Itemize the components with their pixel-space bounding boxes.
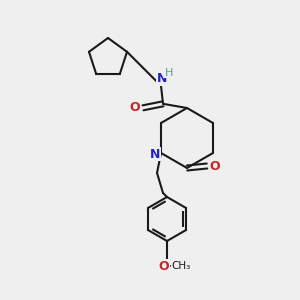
Text: N: N xyxy=(150,148,160,160)
Text: CH₃: CH₃ xyxy=(171,261,190,271)
Text: O: O xyxy=(159,260,169,272)
Text: O: O xyxy=(210,160,220,172)
Text: N: N xyxy=(157,72,167,85)
Text: O: O xyxy=(130,101,140,114)
Text: H: H xyxy=(165,68,173,78)
